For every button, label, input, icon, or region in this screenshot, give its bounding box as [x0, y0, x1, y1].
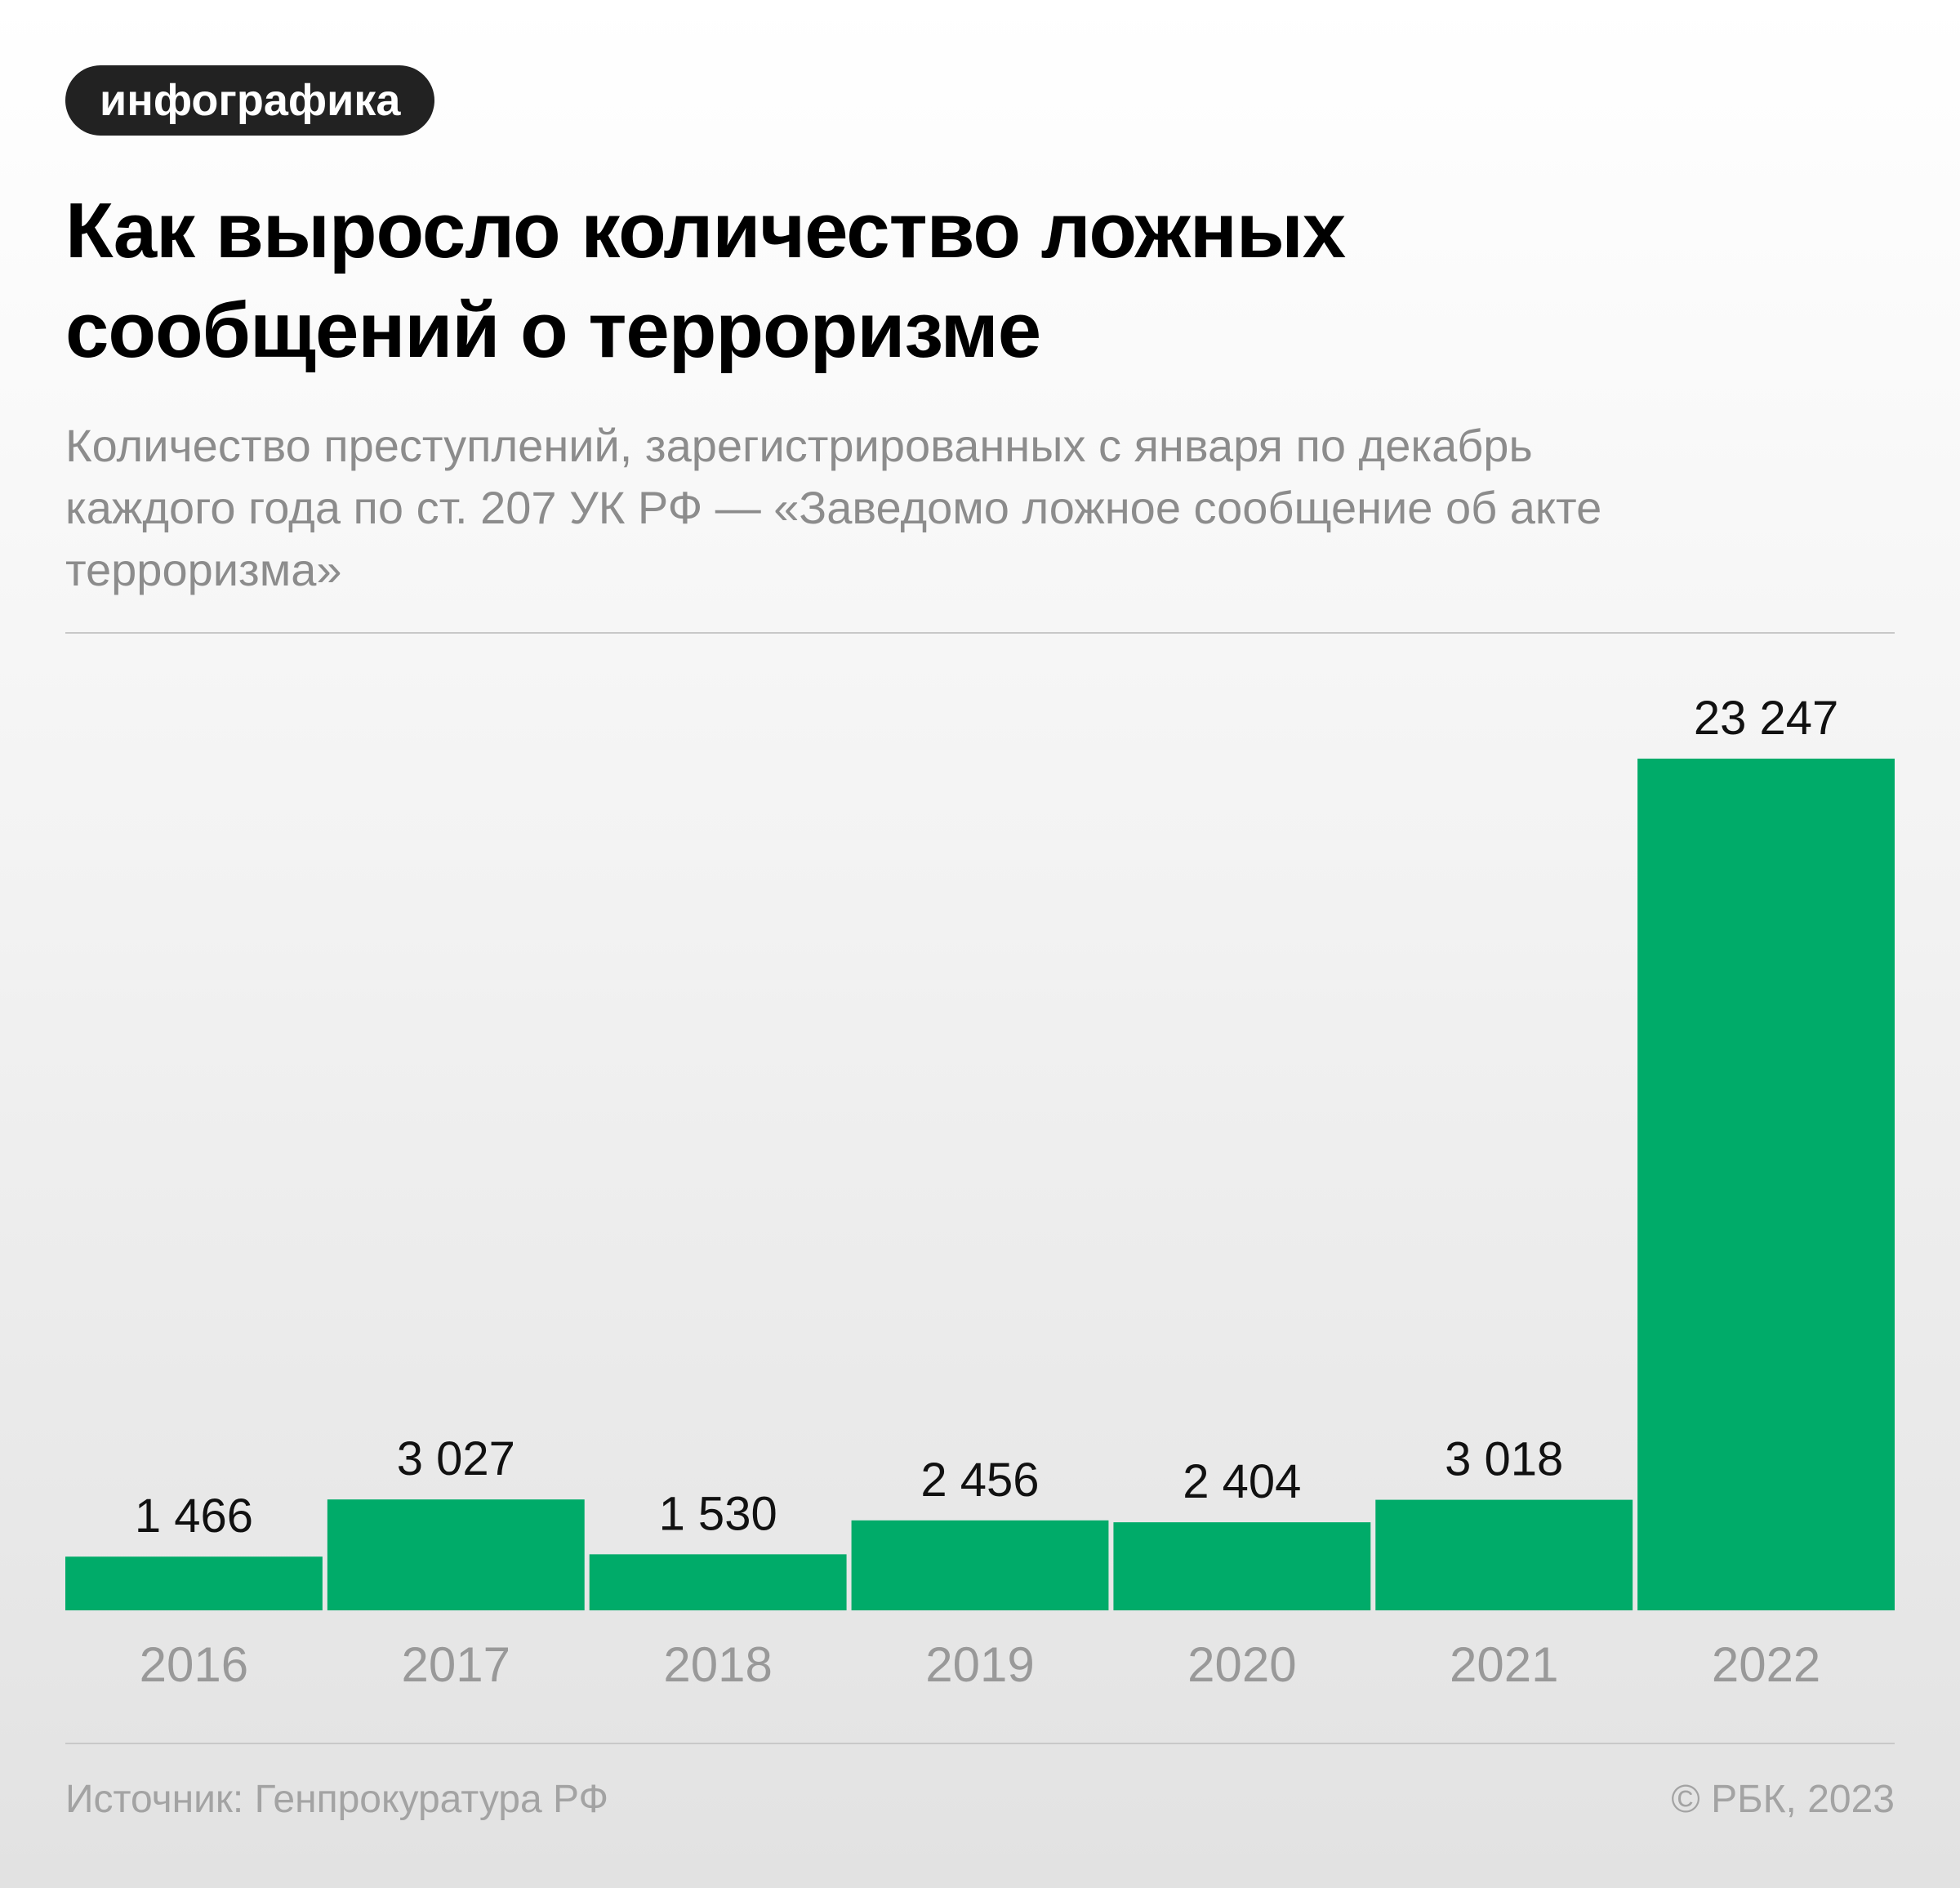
- title-line: сообщений о терроризме: [65, 287, 1041, 374]
- subtitle-line: терроризма»: [65, 544, 342, 595]
- chart-subtitle: Количество преступлений, зарегистрирован…: [65, 415, 1895, 601]
- bar-2018: [589, 1554, 847, 1610]
- infographic-badge: инфографика: [65, 65, 435, 136]
- value-label-2017: 3 027: [397, 1432, 515, 1485]
- bar-2016: [65, 1556, 323, 1610]
- source-note: Источник: Генпрокуратура РФ: [65, 1778, 608, 1821]
- year-label-2017: 2017: [402, 1637, 510, 1692]
- year-label-2016: 2016: [140, 1637, 248, 1692]
- bar-2019: [851, 1520, 1109, 1610]
- bar-2020: [1113, 1522, 1371, 1610]
- bar-2022: [1637, 759, 1895, 1610]
- value-label-2021: 3 018: [1445, 1433, 1563, 1486]
- value-label-2020: 2 404: [1183, 1455, 1301, 1508]
- copyright-note: © РБК, 2023: [1671, 1778, 1895, 1821]
- year-label-2020: 2020: [1187, 1637, 1296, 1692]
- value-label-2016: 1 466: [135, 1489, 253, 1543]
- value-label-2022: 23 247: [1694, 692, 1838, 745]
- bar-2017: [327, 1499, 585, 1610]
- bar-chart: 1 466 2016 3 027 2017 1 530 2018 2 456 2019 2 40…: [65, 692, 1895, 1692]
- title-line: Как выросло количество ложных: [65, 187, 1346, 274]
- top-divider: [65, 632, 1895, 634]
- bottom-divider: [65, 1743, 1895, 1744]
- year-label-2019: 2019: [925, 1637, 1034, 1692]
- year-label-2021: 2021: [1450, 1637, 1558, 1692]
- value-label-2019: 2 456: [920, 1454, 1039, 1507]
- year-label-2022: 2022: [1712, 1637, 1820, 1692]
- subtitle-line: каждого года по ст. 207 УК РФ — «Заведом…: [65, 482, 1602, 533]
- value-label-2018: 1 530: [659, 1487, 777, 1540]
- subtitle-line: Количество преступлений, зарегистрирован…: [65, 420, 1533, 471]
- year-label-2018: 2018: [663, 1637, 772, 1692]
- page-title: Как выросло количество ложных сообщений …: [65, 181, 1895, 381]
- bar-2021: [1375, 1499, 1633, 1610]
